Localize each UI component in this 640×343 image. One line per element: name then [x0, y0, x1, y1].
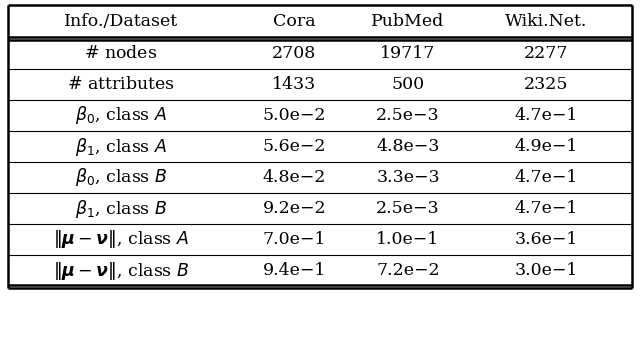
Text: 4.8e−2: 4.8e−2 — [262, 169, 326, 186]
Text: 4.7e−1: 4.7e−1 — [515, 169, 579, 186]
Text: 7.0e−1: 7.0e−1 — [262, 231, 326, 248]
Text: 3.0e−1: 3.0e−1 — [515, 262, 579, 279]
Text: 3.6e−1: 3.6e−1 — [515, 231, 579, 248]
Text: $\beta_0$, class $B$: $\beta_0$, class $B$ — [74, 166, 167, 189]
Text: $\|\boldsymbol{\mu} - \boldsymbol{\nu}\|$, class $A$: $\|\boldsymbol{\mu} - \boldsymbol{\nu}\|… — [52, 228, 189, 250]
Text: 5.6e−2: 5.6e−2 — [262, 138, 326, 155]
Text: 4.9e−1: 4.9e−1 — [515, 138, 579, 155]
Text: 1433: 1433 — [272, 76, 317, 93]
Text: 2325: 2325 — [524, 76, 569, 93]
Text: 7.2e−2: 7.2e−2 — [376, 262, 440, 279]
Text: Cora: Cora — [273, 13, 316, 30]
Text: 9.2e−2: 9.2e−2 — [262, 200, 326, 217]
Text: 500: 500 — [392, 76, 424, 93]
Text: 4.8e−3: 4.8e−3 — [376, 138, 440, 155]
Text: 2708: 2708 — [272, 45, 317, 62]
Text: Info./Dataset: Info./Dataset — [63, 13, 178, 30]
Text: 4.7e−1: 4.7e−1 — [515, 200, 579, 217]
Text: 2.5e−3: 2.5e−3 — [376, 200, 440, 217]
Text: 2.5e−3: 2.5e−3 — [376, 107, 440, 124]
Text: 3.3e−3: 3.3e−3 — [376, 169, 440, 186]
Text: 5.0e−2: 5.0e−2 — [262, 107, 326, 124]
Text: $\beta_1$, class $B$: $\beta_1$, class $B$ — [74, 198, 167, 220]
Text: PubMed: PubMed — [371, 13, 445, 30]
Text: $\#$ nodes: $\#$ nodes — [84, 45, 157, 62]
Text: $\beta_0$, class $A$: $\beta_0$, class $A$ — [75, 105, 166, 127]
Text: Wiki.Net.: Wiki.Net. — [506, 13, 588, 30]
Text: 2277: 2277 — [524, 45, 569, 62]
Text: $\|\boldsymbol{\mu} - \boldsymbol{\nu}\|$, class $B$: $\|\boldsymbol{\mu} - \boldsymbol{\nu}\|… — [52, 260, 189, 282]
Text: 19717: 19717 — [380, 45, 436, 62]
Text: $\beta_1$, class $A$: $\beta_1$, class $A$ — [75, 135, 166, 157]
Text: $\#$ attributes: $\#$ attributes — [67, 76, 175, 93]
Text: 4.7e−1: 4.7e−1 — [515, 107, 579, 124]
Text: 9.4e−1: 9.4e−1 — [262, 262, 326, 279]
Text: 1.0e−1: 1.0e−1 — [376, 231, 440, 248]
